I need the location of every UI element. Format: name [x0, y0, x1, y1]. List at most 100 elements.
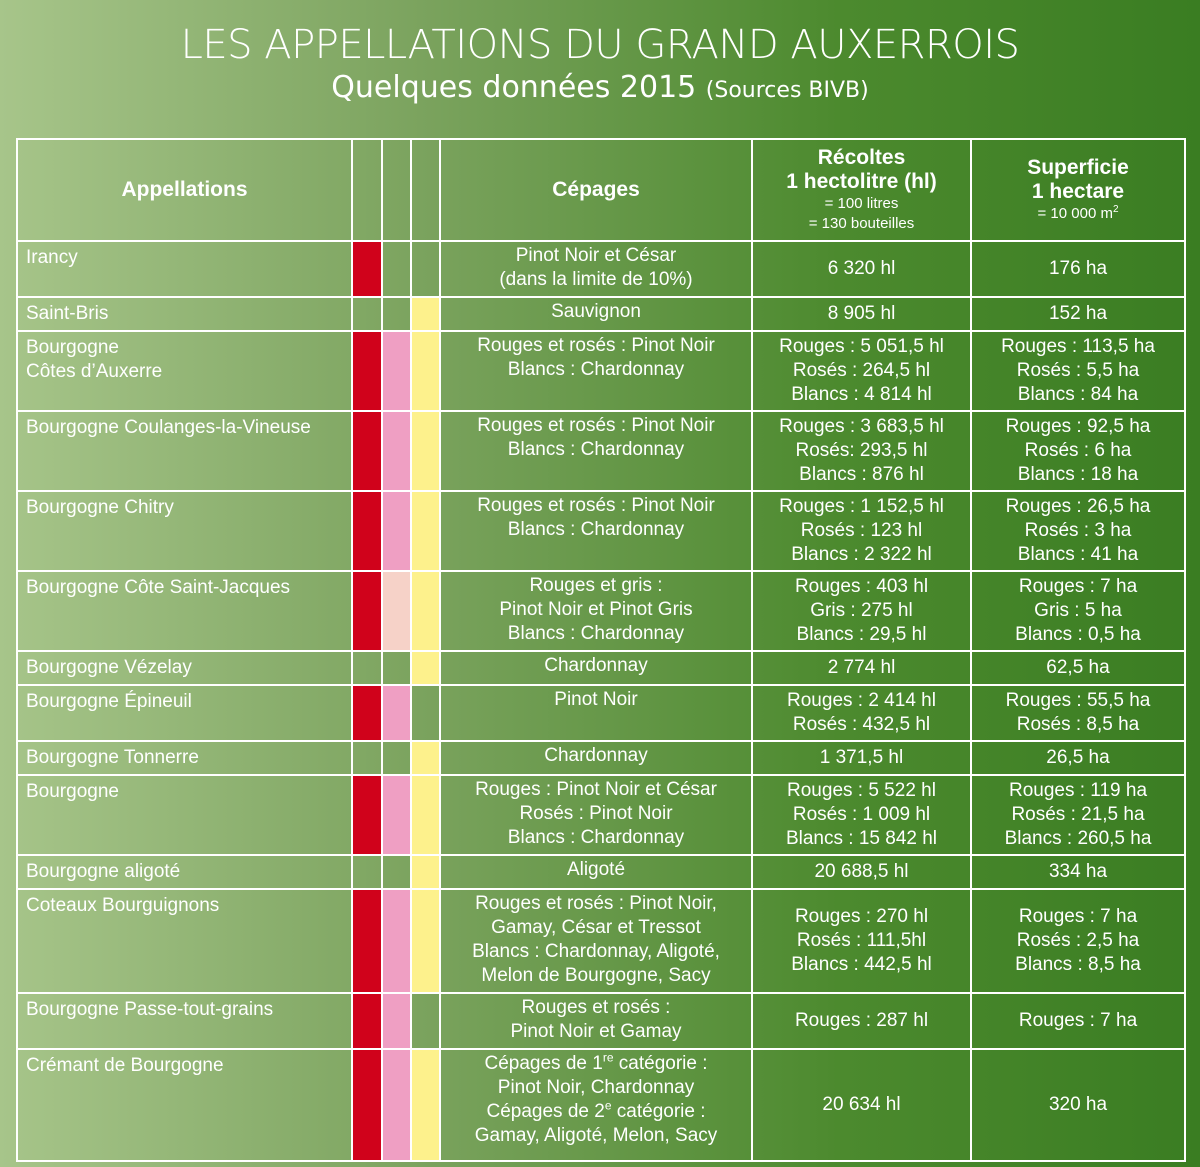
cepages-cell-line: Chardonnay [544, 655, 648, 676]
superficie-cell-line: Rouges : 7 ha [1018, 576, 1138, 597]
wine-color-cell [410, 684, 441, 742]
recoltes-cell-line: 20 688,5 hl [814, 861, 909, 882]
superficie-cell: Rouges : 7 ha Gris : 5 ha Blancs : 0,5 ha [970, 570, 1186, 652]
appellation-cell-line: Saint-Bris [26, 303, 109, 324]
appellation-cell: Bourgogne [16, 774, 353, 856]
recoltes-cell-line: Blancs : 2 322 hl [791, 544, 932, 565]
wine-color-cell [351, 240, 383, 298]
cepages-cell-line: Melon de Bourgogne, Sacy [481, 965, 711, 986]
recoltes-cell-line: Blancs : 29,5 hl [796, 624, 927, 645]
superficie-cell-line: 334 ha [1048, 861, 1108, 882]
recoltes-cell-line: Blancs : 876 hl [799, 464, 924, 485]
superficie-cell-line: Rouges : 113,5 ha [1001, 336, 1155, 357]
recoltes-cell-line: Rouges : 2 414 hl [787, 690, 936, 711]
superficie-title1: Superficie [1027, 156, 1129, 179]
recoltes-cell-line: 20 634 hl [822, 1094, 901, 1115]
recoltes-cell: Rouges : 2 414 hl Rosés : 432,5 hl [751, 684, 972, 742]
recoltes-cell-line: 2 774 hl [827, 657, 896, 678]
superficie-cell: 320 ha [970, 1048, 1186, 1162]
wine-color-cell [410, 650, 441, 686]
wine-color-cell [410, 740, 441, 776]
wine-color-cell [410, 992, 441, 1050]
table-row: Bourgogne aligoté Aligoté 20 688,5 hl 334 h… [16, 854, 1186, 890]
recoltes-cell-line: Blancs : 4 814 hl [791, 384, 932, 405]
header-color-red [351, 138, 383, 242]
cepages-cell-line: Pinot Noir et César [515, 245, 677, 266]
appellation-cell: Crémant de Bourgogne [16, 1048, 353, 1162]
wine-color-cell [351, 774, 383, 856]
recoltes-cell: Rouges : 5 522 hl Rosés : 1 009 hl Blancs … [751, 774, 972, 856]
wine-color-cell [381, 650, 412, 686]
source-note: (Sources BIVB) [705, 78, 869, 103]
recoltes-cell-line: Gris : 275 hl [810, 600, 913, 621]
superficie-cell-line: Rouges : 119 ha [1008, 780, 1148, 801]
appellation-cell: Bourgogne aligoté [16, 854, 353, 890]
recoltes-cell: 1 371,5 hl [751, 740, 972, 776]
wine-color-cell [381, 240, 412, 298]
superficie-cell-line: Rosés : 8,5 ha [1016, 714, 1140, 735]
appellation-cell-line: Côtes d’Auxerre [26, 361, 163, 382]
wine-color-cell [351, 684, 383, 742]
superficie-cell-line: Rouges : 7 ha [1018, 906, 1138, 927]
cepages-cell-line: Blancs : Chardonnay, Aligoté, [472, 941, 720, 962]
recoltes-cell: Rouges : 5 051,5 hl Rosés : 264,5 hl Blanc… [751, 330, 972, 412]
wine-color-cell [410, 570, 441, 652]
wine-color-cell [381, 684, 412, 742]
wine-color-cell [351, 330, 383, 412]
wine-color-cell [410, 1048, 441, 1162]
recoltes-note1: = 100 litres [824, 195, 899, 212]
table-row: Bourgogne Vézelay Chardonnay 2 774 hl 62,5 … [16, 650, 1186, 686]
superficie-cell: 62,5 ha [970, 650, 1186, 686]
appellation-cell: Bourgogne Vézelay [16, 650, 353, 686]
superficie-cell: Rouges : 113,5 ha Rosés : 5,5 ha Blancs : … [970, 330, 1186, 412]
recoltes-cell-line: Rosés : 432,5 hl [792, 714, 931, 735]
cepages-cell: Rouges et rosés : Pinot Noir, Gamay, Césa… [439, 888, 753, 994]
wine-color-cell [351, 490, 383, 572]
wine-color-cell [351, 888, 383, 994]
superficie-cell-line: Rosés : 2,5 ha [1016, 930, 1140, 951]
recoltes-cell: Rouges : 3 683,5 hl Rosés: 293,5 hl Blancs… [751, 410, 972, 492]
recoltes-cell: 20 634 hl [751, 1048, 972, 1162]
appellation-cell-line: Bourgogne Coulanges-la-Vineuse [26, 417, 311, 438]
superficie-cell: 334 ha [970, 854, 1186, 890]
header-color-pink [381, 138, 412, 242]
recoltes-cell: 8 905 hl [751, 296, 972, 332]
cepages-cell: Rouges : Pinot Noir et César Rosés : Pino… [439, 774, 753, 856]
cepages-cell-line: Pinot Noir [554, 689, 638, 710]
appellation-cell-line: Bourgogne Épineuil [26, 691, 192, 712]
appellation-cell-line: Bourgogne [26, 337, 119, 358]
cepages-cell-line: Cépages de 1re catégorie : [484, 1050, 708, 1074]
recoltes-cell: Rouges : 270 hl Rosés : 111,5hl Blancs : 4… [751, 888, 972, 994]
recoltes-cell-line: Rouges : 5 522 hl [787, 780, 936, 801]
superficie-cell-line: 320 ha [1048, 1094, 1108, 1115]
appellation-cell-line: Crémant de Bourgogne [26, 1055, 224, 1076]
superficie-cell-line: Gris : 5 ha [1034, 600, 1122, 621]
cepages-cell-line: Rouges et rosés : Pinot Noir, [475, 893, 717, 914]
cepages-cell-line: Rouges et rosés : [521, 997, 671, 1018]
cepages-cell: Rouges et rosés : Pinot Noir et Gamay [439, 992, 753, 1050]
wine-color-cell [410, 854, 441, 890]
recoltes-note2: = 130 bouteilles [808, 215, 915, 232]
superficie-cell-line: 62,5 ha [1046, 657, 1110, 678]
wine-color-cell [351, 1048, 383, 1162]
cepages-cell: Sauvignon [439, 296, 753, 332]
cepages-cell: Chardonnay [439, 650, 753, 686]
appellation-cell-line: Irancy [26, 247, 78, 268]
appellation-cell: Saint-Bris [16, 296, 353, 332]
superficie-cell-line: Rosés : 5,5 ha [1016, 360, 1140, 381]
table-row: Bourgogne Côtes d’Auxerre Rouges et rosés … [16, 330, 1186, 412]
superficie-cell-line: Rosés : 21,5 ha [1011, 804, 1145, 825]
table-row: Bourgogne Rouges : Pinot Noir et César Ros… [16, 774, 1186, 856]
cepages-cell-line: Gamay, César et Tressot [491, 917, 701, 938]
recoltes-cell-line: Rosés : 264,5 hl [792, 360, 931, 381]
wine-color-cell [410, 774, 441, 856]
table-row: Bourgogne Passe-tout-grains Rouges et ros… [16, 992, 1186, 1050]
superficie-cell-line: Rouges : 55,5 ha [1005, 690, 1151, 711]
superficie-note: = 10 000 m2 [972, 204, 1184, 224]
wine-color-cell [410, 410, 441, 492]
wine-color-cell [381, 570, 412, 652]
header-superficie: Superficie 1 hectare = 10 000 m2 [970, 138, 1186, 242]
superficie-cell: Rouges : 26,5 ha Rosés : 3 ha Blancs : 41 … [970, 490, 1186, 572]
wine-color-cell [381, 774, 412, 856]
cepages-cell-line: (dans la limite de 10%) [499, 269, 693, 290]
